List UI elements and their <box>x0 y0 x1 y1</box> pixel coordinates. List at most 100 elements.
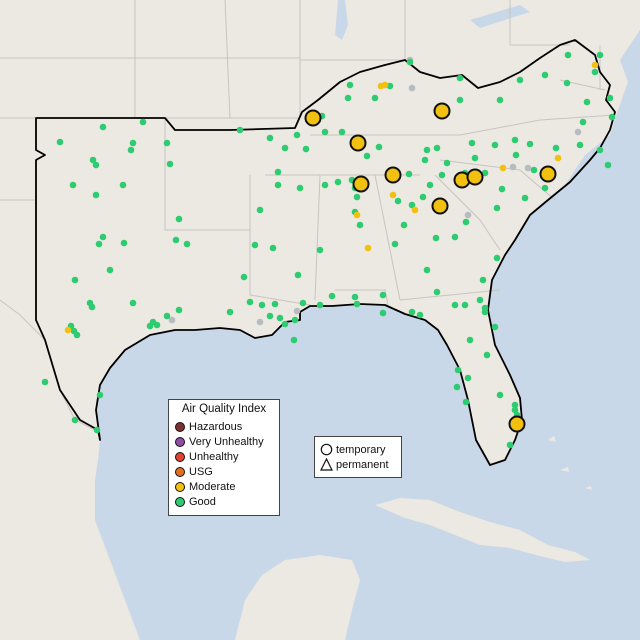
moderate-temporary-monitor-marker <box>539 165 557 183</box>
aqi-legend-label: Unhealthy <box>189 451 239 463</box>
moderate-monitor-marker <box>353 211 361 219</box>
good-monitor-marker <box>481 308 489 316</box>
good-monitor-marker <box>321 128 329 136</box>
good-monitor-marker <box>394 197 402 205</box>
monitor-markers <box>41 51 616 449</box>
no-data-monitor-marker <box>509 163 517 171</box>
moderate-monitor-marker <box>364 244 372 252</box>
good-monitor-marker <box>353 300 361 308</box>
good-monitor-marker <box>226 308 234 316</box>
usg-swatch-icon <box>175 467 185 477</box>
moderate-temporary-monitor-marker <box>431 197 449 215</box>
good-monitor-marker <box>351 293 359 301</box>
good-monitor-marker <box>405 170 413 178</box>
good-monitor-marker <box>175 306 183 314</box>
good-monitor-marker <box>271 300 279 308</box>
good-monitor-marker <box>274 181 282 189</box>
no-data-monitor-marker <box>464 211 472 219</box>
good-monitor-marker <box>438 171 446 179</box>
moderate-temporary-monitor-marker <box>433 102 451 120</box>
good-monitor-marker <box>516 76 524 84</box>
good-monitor-marker <box>371 94 379 102</box>
state-borders <box>0 0 616 306</box>
good-monitor-marker <box>462 398 470 406</box>
aqi-legend-row-very-unhealthy: Very Unhealthy <box>175 435 264 449</box>
good-monitor-marker <box>506 441 514 449</box>
good-monitor-marker <box>453 383 461 391</box>
good-monitor-marker <box>491 323 499 331</box>
good-monitor-marker <box>462 218 470 226</box>
good-monitor-marker <box>89 156 97 164</box>
good-monitor-marker <box>496 391 504 399</box>
no-data-monitor-marker <box>524 164 532 172</box>
good-monitor-marker <box>353 193 361 201</box>
good-monitor-marker <box>408 308 416 316</box>
triangle-icon <box>320 458 333 471</box>
good-monitor-marker <box>269 244 277 252</box>
good-monitor-marker <box>299 299 307 307</box>
aqi-legend-label: Good <box>189 496 216 508</box>
good-monitor-marker <box>493 254 501 262</box>
good-monitor-marker <box>139 118 147 126</box>
aqi-legend-row-moderate: Moderate <box>175 480 235 494</box>
good-monitor-marker <box>338 128 346 136</box>
aqi-legend-row-unhealthy: Unhealthy <box>175 450 239 464</box>
aqi-legend-label: Very Unhealthy <box>189 436 264 448</box>
good-monitor-marker <box>70 327 78 335</box>
good-monitor-marker <box>129 299 137 307</box>
aqi-legend-title: Air Quality Index <box>181 403 267 415</box>
moderate-monitor-marker <box>591 61 599 69</box>
good-monitor-marker <box>321 181 329 189</box>
no-data-monitor-marker <box>574 128 582 136</box>
good-monitor-marker <box>419 193 427 201</box>
good-monitor-marker <box>302 145 310 153</box>
lake-erie <box>470 5 530 28</box>
good-monitor-marker <box>127 146 135 154</box>
good-monitor-marker <box>153 321 161 329</box>
good-monitor-marker <box>579 118 587 126</box>
good-monitor-marker <box>493 204 501 212</box>
moderate-monitor-marker <box>389 191 397 199</box>
no-data-monitor-marker <box>408 84 416 92</box>
good-monitor-marker <box>461 301 469 309</box>
moderate-temporary-monitor-marker <box>508 415 526 433</box>
circle-icon <box>320 443 333 456</box>
good-monitor-marker <box>166 160 174 168</box>
good-monitor-marker <box>564 51 572 59</box>
good-monitor-marker <box>408 201 416 209</box>
good-monitor-marker <box>96 391 104 399</box>
good-monitor-marker <box>69 181 77 189</box>
good-monitor-marker <box>498 185 506 193</box>
good-monitor-marker <box>521 194 529 202</box>
good-monitor-marker <box>596 51 604 59</box>
good-monitor-marker <box>328 292 336 300</box>
good-monitor-marker <box>379 309 387 317</box>
shape-legend-row-permanent: permanent <box>320 457 389 472</box>
shape-legend-row-temporary: temporary <box>320 442 386 457</box>
good-monitor-marker <box>183 240 191 248</box>
good-monitor-marker <box>604 161 612 169</box>
unhealthy-swatch-icon <box>175 452 185 462</box>
good-monitor-marker <box>294 271 302 279</box>
aqi-legend-row-good: Good <box>175 495 216 509</box>
good-monitor-marker <box>426 181 434 189</box>
good-monitor-marker <box>451 301 459 309</box>
good-monitor-marker <box>163 312 171 320</box>
good-monitor-marker <box>346 81 354 89</box>
good-monitor-marker <box>468 139 476 147</box>
good-monitor-marker <box>363 152 371 160</box>
good-monitor-marker <box>274 168 282 176</box>
good-monitor-marker <box>464 374 472 382</box>
good-monitor-marker <box>433 144 441 152</box>
good-monitor-marker <box>344 94 352 102</box>
hazardous-swatch-icon <box>175 422 185 432</box>
good-monitor-marker <box>95 240 103 248</box>
good-monitor-marker <box>379 291 387 299</box>
no-data-monitor-marker <box>168 316 176 324</box>
lake-michigan <box>335 0 348 40</box>
good-monitor-marker <box>596 146 604 154</box>
no-data-monitor-marker <box>256 318 264 326</box>
good-monitor-marker <box>290 336 298 344</box>
good-monitor-marker <box>119 181 127 189</box>
aqi-legend-row-usg: USG <box>175 465 213 479</box>
